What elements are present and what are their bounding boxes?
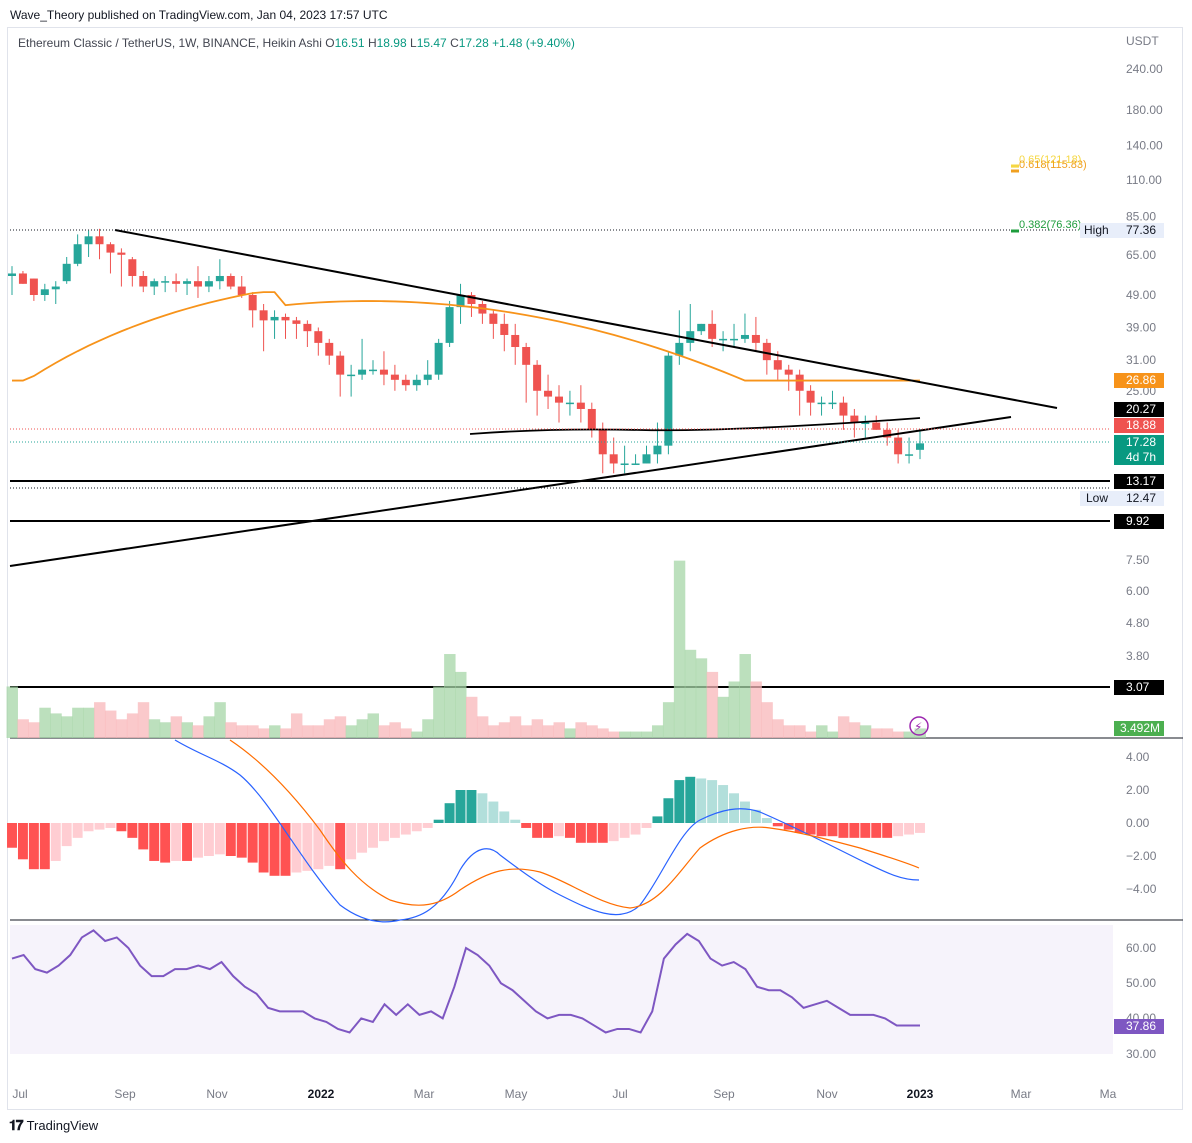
high-value: 18.98 <box>376 36 407 50</box>
change-value: +1.48 (+9.40%) <box>492 36 575 50</box>
footer: 𝟏𝟕 TradingView <box>9 1117 98 1134</box>
publish-info: Wave_Theory published on TradingView.com… <box>10 8 388 22</box>
low-value: 15.47 <box>416 36 447 50</box>
close-value: 17.28 <box>458 36 489 50</box>
footer-brand: TradingView <box>26 1118 99 1133</box>
high-label: H <box>367 36 377 50</box>
chart-frame <box>7 27 1183 1110</box>
tradingview-logo-icon: 𝟏𝟕 <box>9 1117 24 1133</box>
low-label: L <box>410 36 417 50</box>
symbol-legend: Ethereum Classic / TetherUS, 1W, BINANCE… <box>18 36 575 50</box>
symbol-name: Ethereum Classic / TetherUS, 1W, BINANCE… <box>18 36 322 50</box>
close-label: C <box>450 36 459 50</box>
open-value: 16.51 <box>334 36 365 50</box>
open-label: O <box>325 36 335 50</box>
